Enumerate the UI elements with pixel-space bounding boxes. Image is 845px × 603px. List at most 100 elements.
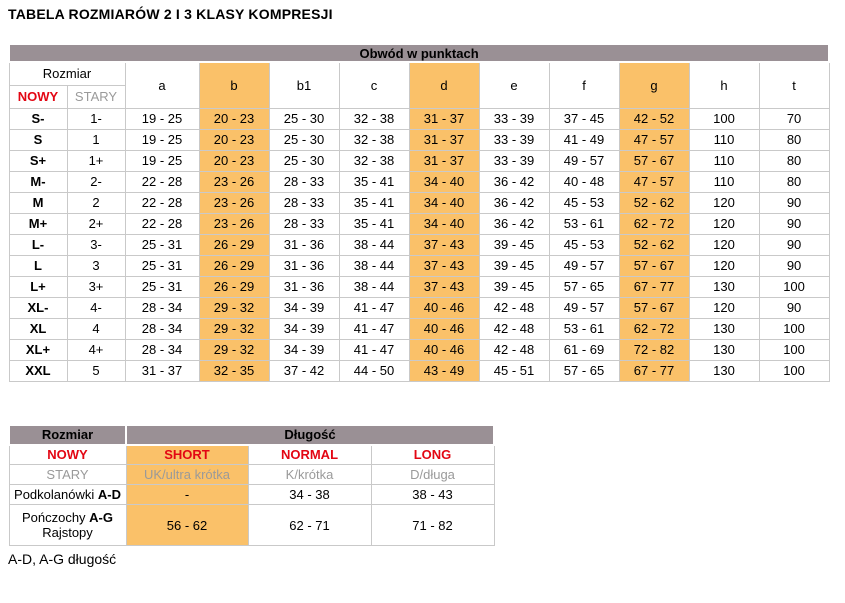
length-long-cell: LONG	[370, 444, 495, 465]
size-row: M- 2- 22 - 28 23 - 26 28 - 33 35 - 41 34 - 40 3…	[8, 170, 830, 193]
measure-cell-b: 23 - 26	[198, 212, 270, 235]
measure-cell-b1: 34 - 39	[268, 338, 340, 361]
measure-cell-g: 72 - 82	[618, 338, 690, 361]
measure-cell-b1: 34 - 39	[268, 296, 340, 319]
length-old-row: STARY UK/ultra krótka K/krótka D/długa	[8, 464, 495, 485]
measure-cell-b: 29 - 32	[198, 296, 270, 319]
garment-range: A-G	[89, 510, 114, 525]
measure-cell-f: 53 - 61	[548, 317, 620, 340]
measure-cell-h: 100	[688, 107, 760, 130]
size-row: XL+ 4+ 28 - 34 29 - 32 34 - 39 41 - 47 40 - 46…	[8, 338, 830, 361]
size-row: S- 1- 19 - 25 20 - 23 25 - 30 32 - 38 31 - 37 3…	[8, 107, 830, 130]
column-header-a: a	[124, 61, 200, 109]
measure-cell-b1: 31 - 36	[268, 254, 340, 277]
length-normal-cell: NORMAL	[247, 444, 372, 465]
measure-cell-d: 40 - 46	[408, 317, 480, 340]
measure-cell-b: 29 - 32	[198, 338, 270, 361]
measure-cell-a: 25 - 31	[124, 275, 200, 298]
measure-cell-g: 62 - 72	[618, 317, 690, 340]
length-table: Rozmiar Długość NOWY SHORT NORMAL LONG S…	[8, 423, 496, 546]
measure-cell-d: 31 - 37	[408, 107, 480, 130]
measure-cell-a: 19 - 25	[124, 149, 200, 172]
measure-cell-h: 120	[688, 233, 760, 256]
measure-cell-b1: 34 - 39	[268, 317, 340, 340]
measure-cell-f: 49 - 57	[548, 149, 620, 172]
garment-range: A-D	[97, 487, 121, 502]
measure-cell-e: 39 - 45	[478, 254, 550, 277]
measure-cell-e: 42 - 48	[478, 317, 550, 340]
measure-cell-c: 35 - 41	[338, 191, 410, 214]
size-new-cell: L-	[8, 233, 68, 256]
measure-cell-t: 70	[758, 107, 830, 130]
size-old-cell: 2+	[66, 212, 126, 235]
new-old-header-row: NOWY STARY	[8, 84, 829, 109]
size-old-cell: 3+	[66, 275, 126, 298]
measure-cell-d: 37 - 43	[408, 275, 480, 298]
measure-cell-b: 23 - 26	[198, 191, 270, 214]
size-old-cell: 1+	[66, 149, 126, 172]
measure-cell-h: 130	[688, 317, 760, 340]
column-header-h: h	[688, 61, 760, 109]
measure-cell-d: 31 - 37	[408, 149, 480, 172]
size-new-cell: XL+	[8, 338, 68, 361]
measure-cell-c: 38 - 44	[338, 233, 410, 256]
size-row: M 2 22 - 28 23 - 26 28 - 33 35 - 41 34 - 40 36 …	[8, 191, 830, 214]
garment-length-cell: 38 - 43	[370, 484, 495, 505]
measure-cell-f: 40 - 48	[548, 170, 620, 193]
measure-cell-g: 57 - 67	[618, 254, 690, 277]
length-stary-label: STARY	[8, 464, 127, 485]
measure-cell-g: 57 - 67	[618, 149, 690, 172]
size-old-cell: 1	[66, 128, 126, 151]
measure-cell-c: 35 - 41	[338, 212, 410, 235]
garment-row: Podkolanówki A-D -34 - 38 38 - 43	[8, 484, 495, 505]
measure-cell-c: 41 - 47	[338, 296, 410, 319]
measure-cell-t: 90	[758, 296, 830, 319]
column-header-b: b	[198, 61, 270, 109]
column-header-e: e	[478, 61, 550, 109]
measure-cell-d: 37 - 43	[408, 254, 480, 277]
measure-cell-b: 26 - 29	[198, 254, 270, 277]
measure-cell-f: 61 - 69	[548, 338, 620, 361]
measure-cell-h: 110	[688, 128, 760, 151]
measure-cell-c: 41 - 47	[338, 317, 410, 340]
garment-length-cell: 62 - 71	[247, 504, 372, 546]
measure-cell-c: 38 - 44	[338, 254, 410, 277]
measure-cell-b1: 28 - 33	[268, 212, 340, 235]
column-header-d: d	[408, 61, 480, 109]
size-old-cell: 4-	[66, 296, 126, 319]
measure-cell-f: 41 - 49	[548, 128, 620, 151]
column-header-nowy: NOWY	[8, 84, 68, 109]
measure-cell-d: 34 - 40	[408, 170, 480, 193]
measure-cell-c: 38 - 44	[338, 275, 410, 298]
measure-cell-e: 36 - 42	[478, 170, 550, 193]
length-dlugosc-header: Długość	[124, 423, 496, 446]
measure-cell-a: 22 - 28	[124, 191, 200, 214]
measure-cell-h: 110	[688, 149, 760, 172]
measure-cell-f: 37 - 45	[548, 107, 620, 130]
length-header-row: Rozmiar Długość	[8, 423, 496, 446]
size-new-cell: S	[8, 128, 68, 151]
measure-cell-g: 52 - 62	[618, 191, 690, 214]
page-title: TABELA ROZMIARÓW 2 I 3 KLASY KOMPRESJI	[8, 6, 333, 22]
measure-cell-e: 39 - 45	[478, 275, 550, 298]
size-old-cell: 1-	[66, 107, 126, 130]
measure-cell-t: 80	[758, 128, 830, 151]
size-row: S 1 19 - 25 20 - 23 25 - 30 32 - 38 31 - 37 33 …	[8, 128, 830, 151]
measure-cell-a: 25 - 31	[124, 233, 200, 256]
measure-cell-f: 49 - 57	[548, 296, 620, 319]
size-new-cell: L	[8, 254, 68, 277]
measure-cell-t: 100	[758, 359, 830, 382]
measure-cell-b: 23 - 26	[198, 170, 270, 193]
rozmiar-header: Rozmiar	[8, 61, 126, 86]
measure-cell-d: 34 - 40	[408, 191, 480, 214]
measure-cell-d: 43 - 49	[408, 359, 480, 382]
measure-cell-a: 25 - 31	[124, 254, 200, 277]
measure-cell-f: 57 - 65	[548, 359, 620, 382]
measure-cell-e: 36 - 42	[478, 212, 550, 235]
size-row: L+ 3+ 25 - 31 26 - 29 31 - 36 38 - 44 37 - 43 3…	[8, 275, 830, 298]
size-old-cell: 4+	[66, 338, 126, 361]
measure-cell-g: 52 - 62	[618, 233, 690, 256]
garment-label: Podkolanówki A-D	[8, 484, 127, 505]
circumference-header-row: Obwód w punktach	[7, 43, 831, 63]
